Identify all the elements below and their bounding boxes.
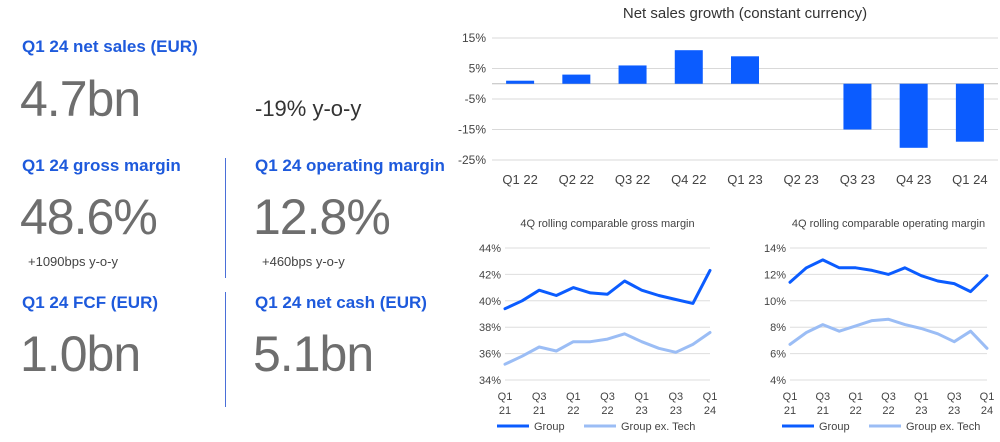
net-sales-yoy: -19% y-o-y — [255, 96, 362, 121]
y-tick-label: 12% — [764, 269, 786, 281]
operating-margin-yoy: +460bps y-o-y — [262, 254, 345, 269]
y-tick-label: 36% — [479, 349, 501, 361]
y-tick-label: 14% — [764, 243, 786, 255]
chart-title: 4Q rolling comparable operating margin — [792, 218, 985, 230]
x-tick-label: Q1 22 — [502, 172, 537, 187]
bar — [674, 50, 703, 84]
y-tick-label: 5% — [469, 62, 487, 76]
net-sales-growth-chart: Net sales growth (constant currency) 15% 5… — [458, 5, 998, 187]
gross-margin-value: 48.6% — [20, 189, 158, 245]
gross-margin-yoy: +1090bps y-o-y — [28, 254, 118, 269]
series-group-ex-tech-line — [788, 317, 989, 350]
x-tick-label: 23 — [670, 405, 682, 417]
x-tick-label: Q1 — [848, 391, 863, 403]
x-tick-label: Q3 22 — [615, 172, 650, 187]
operating-margin-value: 12.8% — [253, 189, 391, 245]
x-tick-label: Q1 23 — [727, 172, 762, 187]
net-cash-label: Q1 24 net cash (EUR) — [255, 293, 427, 312]
x-tick-label: 24 — [981, 405, 993, 417]
fcf-value: 1.0bn — [20, 326, 141, 382]
x-tick-label: Q3 — [815, 391, 830, 403]
y-tick-label: 6% — [770, 349, 786, 361]
x-tick-label: Q3 — [881, 391, 896, 403]
x-tick-label: 21 — [499, 405, 511, 417]
x-tick-label: 23 — [948, 405, 960, 417]
x-tick-label: Q2 23 — [784, 172, 819, 187]
chart-title: 4Q rolling comparable gross margin — [520, 218, 694, 230]
series-group-line — [788, 258, 989, 294]
x-tick-label: Q3 — [600, 391, 615, 403]
y-tick-label: 15% — [462, 31, 486, 45]
x-tick-label: 22 — [567, 405, 579, 417]
bar — [955, 83, 984, 142]
y-tick-label: -25% — [458, 153, 486, 167]
gross-margin-chart: 4Q rolling comparable gross margin 44% 42%… — [479, 218, 718, 433]
bar — [899, 83, 928, 148]
legend-label: Group ex. Tech — [906, 421, 980, 433]
legend-label: Group — [819, 421, 850, 433]
y-tick-label: -5% — [465, 92, 487, 106]
operating-margin-chart: 4Q rolling comparable operating margin 14… — [764, 218, 995, 433]
x-tick-label: 22 — [601, 405, 613, 417]
y-tick-label: 34% — [479, 375, 501, 387]
legend-label: Group ex. Tech — [621, 421, 695, 433]
x-tick-label: Q4 22 — [671, 172, 706, 187]
x-tick-label: 21 — [533, 405, 545, 417]
operating-margin-label: Q1 24 operating margin — [255, 156, 445, 175]
series-group-ex-tech-line — [503, 331, 712, 366]
x-tick-label: 23 — [636, 405, 648, 417]
gross-margin-label: Q1 24 gross margin — [22, 156, 181, 175]
series-group-line — [503, 268, 712, 311]
bar — [618, 65, 647, 84]
net-sales-value: 4.7bn — [20, 71, 141, 127]
x-tick-label: 21 — [784, 405, 796, 417]
x-tick-label: Q3 — [532, 391, 547, 403]
y-tick-label: 42% — [479, 269, 501, 281]
bar — [506, 80, 535, 84]
y-tick-label: 8% — [770, 322, 786, 334]
x-tick-label: Q1 24 — [952, 172, 987, 187]
x-tick-label: Q1 — [914, 391, 929, 403]
x-tick-label: 23 — [915, 405, 927, 417]
bar — [843, 83, 872, 130]
fcf-label: Q1 24 FCF (EUR) — [22, 293, 159, 312]
x-tick-label: Q1 — [498, 391, 513, 403]
y-tick-label: 38% — [479, 322, 501, 334]
x-tick-label: Q3 23 — [840, 172, 875, 187]
y-tick-label: -15% — [458, 123, 486, 137]
x-tick-label: 22 — [882, 405, 894, 417]
bar — [562, 74, 591, 84]
net-sales-label: Q1 24 net sales (EUR) — [22, 37, 198, 56]
x-tick-label: Q3 — [947, 391, 962, 403]
x-tick-label: Q3 — [668, 391, 683, 403]
y-tick-label: 40% — [479, 296, 501, 308]
x-tick-label: 24 — [704, 405, 716, 417]
bar — [731, 56, 759, 84]
y-tick-label: 10% — [764, 296, 786, 308]
chart-title: Net sales growth (constant currency) — [623, 5, 867, 22]
x-tick-label: Q1 — [634, 391, 649, 403]
y-tick-label: 4% — [770, 375, 786, 387]
legend-label: Group — [534, 421, 565, 433]
y-tick-label: 44% — [479, 243, 501, 255]
x-tick-label: 22 — [850, 405, 862, 417]
x-tick-label: 21 — [817, 405, 829, 417]
x-tick-label: Q2 22 — [559, 172, 594, 187]
x-tick-label: Q1 — [783, 391, 798, 403]
x-tick-label: Q1 — [566, 391, 581, 403]
x-tick-label: Q1 — [703, 391, 718, 403]
x-tick-label: Q1 — [980, 391, 995, 403]
x-tick-label: Q4 23 — [896, 172, 931, 187]
net-cash-value: 5.1bn — [253, 326, 374, 382]
divider-lower — [225, 292, 226, 407]
divider-upper — [225, 158, 226, 278]
